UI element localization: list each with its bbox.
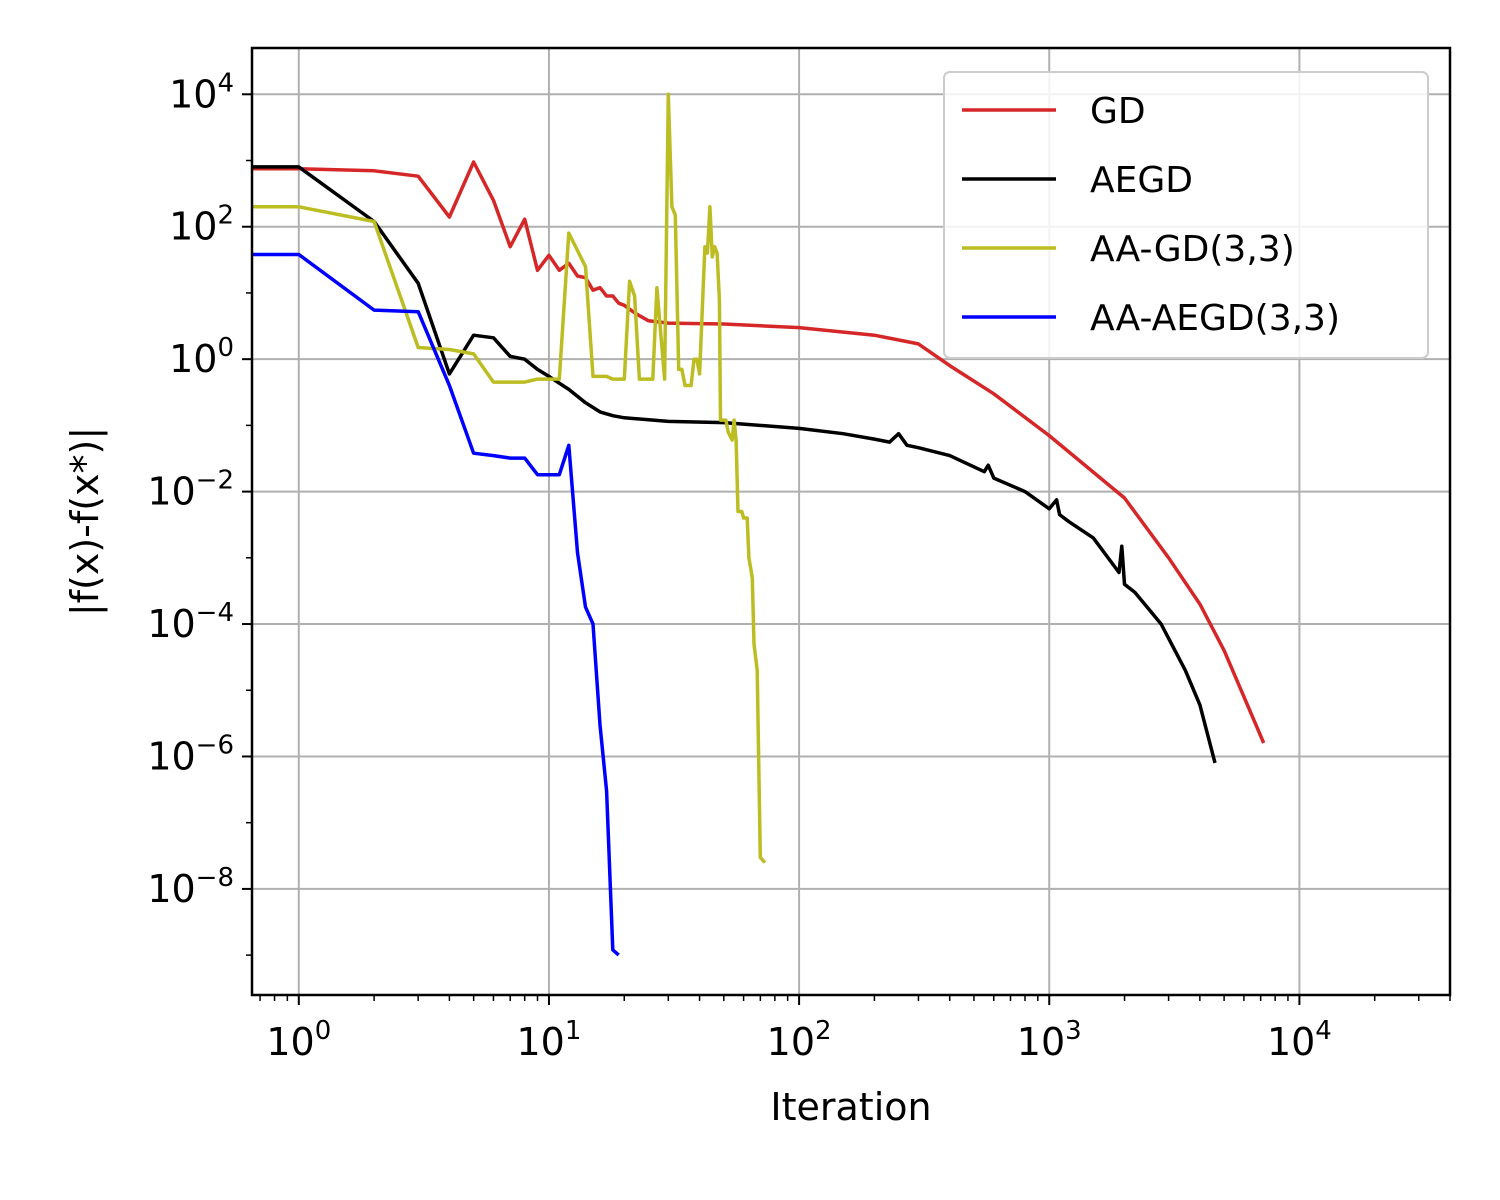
legend: GD AEGD AA-GD(3,3) AA-AEGD(3,3)	[943, 71, 1429, 359]
plot-frame	[250, 46, 1452, 997]
legend-label-aa-aegd-3-3: AA-AEGD(3,3)	[1090, 298, 1340, 339]
series-line-aa-aegd-3-3	[252, 252, 620, 957]
legend-label-aegd: AEGD	[1090, 160, 1193, 201]
x-axis-label: Iteration	[770, 1085, 931, 1129]
y-tick-label: 10−8	[147, 863, 234, 911]
x-tick-label: 103	[1017, 1016, 1082, 1064]
y-tick-label: 102	[169, 201, 234, 249]
legend-box	[943, 71, 1429, 359]
x-tick-label: 104	[1267, 1016, 1332, 1064]
y-axis-label: |f(x)-f(x*)|	[63, 427, 108, 616]
legend-label-gd: GD	[1090, 91, 1146, 132]
legend-label-aa-gd-3-3: AA-GD(3,3)	[1090, 229, 1295, 270]
y-tick-label: 10−4	[147, 598, 234, 646]
series-line-aa-gd-3-3	[252, 92, 767, 864]
series-line-gd	[252, 160, 1266, 744]
axis-ticks: 100 101 102 103 104 10−8 10−6 10−4 10−2 100 102 104	[147, 68, 1451, 1064]
y-tick-label: 10−6	[147, 730, 234, 778]
series-line-aegd	[252, 165, 1217, 764]
x-tick-label: 102	[767, 1016, 832, 1064]
y-tick-label: 10−2	[147, 466, 234, 514]
grid-lines	[252, 48, 1450, 995]
x-tick-label: 101	[516, 1016, 581, 1064]
series-lines	[252, 92, 1266, 957]
y-tick-label: 104	[169, 68, 234, 116]
x-tick-label: 100	[266, 1016, 331, 1064]
y-tick-label: 100	[169, 333, 234, 381]
